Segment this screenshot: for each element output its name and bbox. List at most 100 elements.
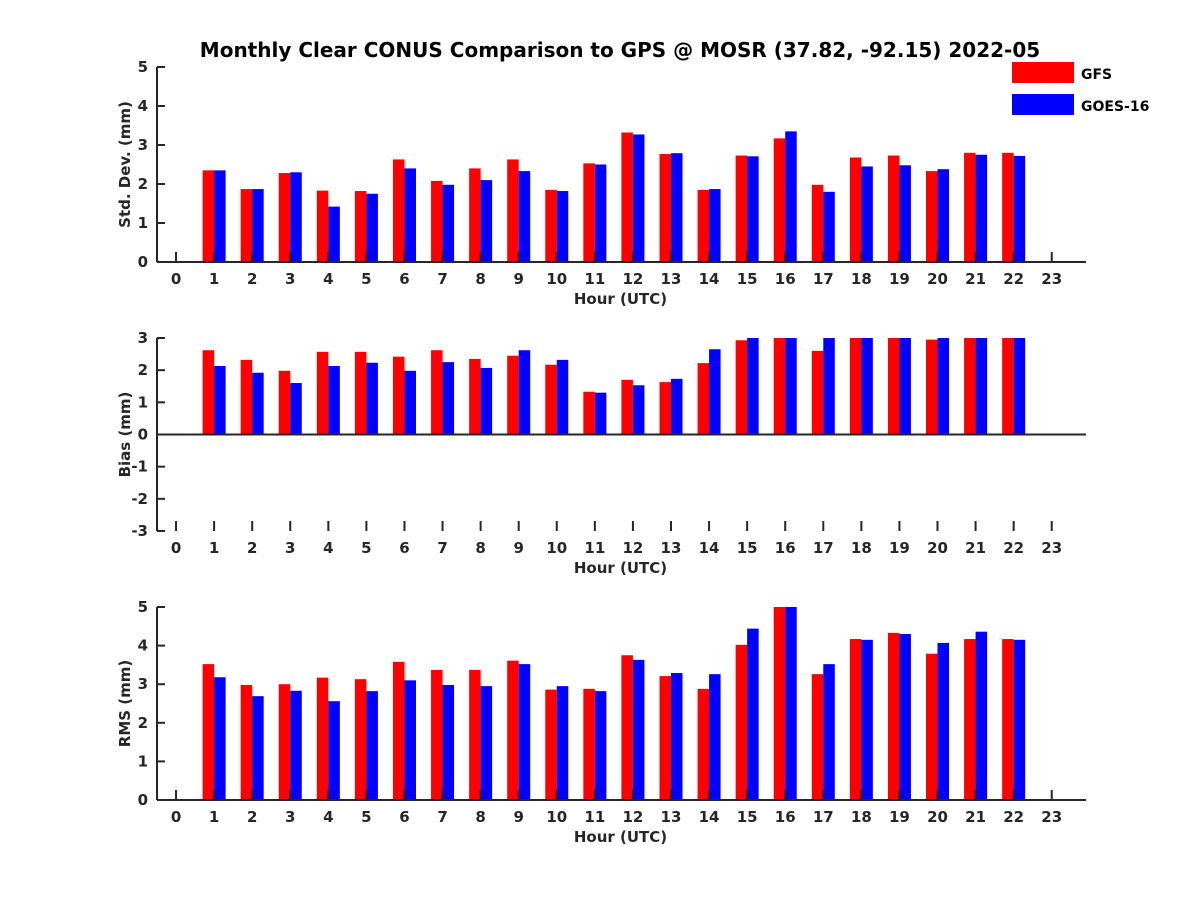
x-tick-label: 9: [513, 539, 523, 557]
bar-goes-16-hour-5: [366, 691, 378, 800]
x-tick-label: 23: [1041, 270, 1062, 288]
bar-goes-16-hour-2: [252, 372, 264, 435]
bar-gfs-hour-21: [964, 152, 976, 262]
y-tick-label: 2: [138, 361, 148, 379]
bar-goes-16-hour-12: [632, 385, 645, 435]
x-tick-label: 3: [285, 270, 295, 288]
x-axis-label: Hour (UTC): [574, 828, 667, 846]
bar-goes-16-hour-17: [823, 338, 835, 435]
bar-gfs-hour-3: [278, 684, 291, 800]
x-tick-label: 5: [361, 808, 371, 826]
y-tick-label: 2: [138, 175, 148, 193]
bar-goes-16-hour-6: [404, 680, 416, 800]
bar-gfs-hour-8: [469, 669, 481, 800]
x-tick-label: 6: [399, 270, 409, 288]
bar-gfs-hour-20: [926, 653, 938, 800]
bar-gfs-hour-13: [659, 676, 671, 800]
x-tick-label: 14: [699, 539, 720, 557]
bar-goes-16-hour-1: [214, 677, 226, 800]
bar-goes-16-hour-10: [556, 686, 569, 800]
bar-goes-16-hour-22: [1013, 639, 1026, 800]
x-tick-label: 16: [775, 539, 796, 557]
bar-goes-16-hour-17: [823, 191, 835, 262]
x-tick-label: 12: [622, 270, 643, 288]
x-tick-label: 18: [851, 808, 872, 826]
bar-gfs-hour-8: [469, 168, 481, 262]
x-tick-label: 11: [584, 270, 605, 288]
bar-goes-16-hour-4: [328, 701, 340, 800]
bar-gfs-hour-13: [659, 382, 671, 435]
bar-gfs-hour-19: [887, 632, 900, 800]
x-tick-label: 13: [661, 539, 682, 557]
bar-gfs-hour-4: [316, 190, 329, 262]
bar-goes-16-hour-13: [671, 153, 683, 262]
bar-gfs-hour-3: [278, 370, 291, 435]
bar-gfs-hour-1: [202, 170, 215, 262]
bar-gfs-hour-16: [773, 338, 786, 435]
bar-goes-16-hour-15: [747, 156, 759, 262]
bar-gfs-hour-12: [621, 655, 633, 800]
bar-goes-16-hour-5: [366, 193, 378, 262]
x-axis-label: Hour (UTC): [574, 290, 667, 308]
bar-goes-16-hour-11: [594, 164, 607, 262]
y-tick-label: 0: [138, 253, 148, 271]
x-tick-label: 4: [323, 539, 333, 557]
x-tick-label: 2: [247, 539, 257, 557]
y-tick-label: 4: [138, 637, 148, 655]
bar-goes-16-hour-15: [747, 628, 759, 800]
x-tick-label: 23: [1041, 539, 1062, 557]
x-tick-label: 13: [661, 808, 682, 826]
x-tick-label: 1: [209, 270, 219, 288]
bar-goes-16-hour-6: [404, 168, 416, 262]
bar-gfs-hour-22: [1002, 152, 1014, 262]
bar-gfs-hour-10: [545, 689, 557, 800]
x-tick-label: 19: [889, 808, 910, 826]
y-tick-label: 1: [138, 393, 148, 411]
bar-gfs-hour-15: [735, 644, 748, 800]
x-tick-label: 6: [399, 808, 409, 826]
bar-gfs-hour-17: [811, 350, 824, 435]
x-tick-label: 11: [584, 539, 605, 557]
y-axis-label: RMS (mm): [116, 660, 134, 747]
y-tick-label: -1: [131, 458, 148, 476]
x-tick-label: 22: [1003, 539, 1024, 557]
bar-gfs-hour-22: [1002, 639, 1014, 800]
bar-gfs-hour-14: [697, 363, 710, 435]
bar-gfs-hour-19: [887, 155, 900, 262]
x-tick-label: 1: [209, 539, 219, 557]
x-tick-label: 0: [171, 808, 181, 826]
bar-goes-16-hour-16: [785, 607, 797, 800]
bar-gfs-hour-21: [964, 639, 976, 800]
bar-gfs-hour-18: [849, 338, 862, 435]
bar-gfs-hour-7: [431, 350, 443, 435]
bar-gfs-hour-16: [773, 138, 786, 262]
x-axis-label: Hour (UTC): [574, 559, 667, 577]
bar-gfs-hour-19: [887, 338, 900, 435]
bar-gfs-hour-4: [316, 677, 329, 800]
bar-gfs-hour-13: [659, 153, 671, 262]
bar-goes-16-hour-12: [632, 659, 645, 800]
bar-goes-16-hour-19: [899, 338, 911, 435]
bar-gfs-hour-17: [811, 674, 824, 800]
bar-goes-16-hour-12: [632, 134, 645, 262]
x-tick-label: 20: [927, 808, 948, 826]
x-tick-label: 7: [437, 539, 447, 557]
bar-gfs-hour-6: [392, 159, 405, 262]
bar-goes-16-hour-22: [1013, 338, 1026, 435]
chart-title: Monthly Clear CONUS Comparison to GPS @ …: [200, 38, 1040, 62]
y-tick-label: 5: [138, 58, 148, 76]
x-tick-label: 19: [889, 539, 910, 557]
legend-swatch-gfs: [1012, 62, 1074, 83]
bar-goes-16-hour-9: [518, 171, 531, 262]
bar-goes-16-hour-18: [861, 338, 873, 435]
bar-goes-16-hour-14: [709, 674, 721, 800]
bar-gfs-hour-20: [926, 171, 938, 262]
bar-goes-16-hour-7: [442, 362, 455, 435]
bar-gfs-hour-3: [278, 173, 291, 262]
bar-gfs-hour-12: [621, 132, 633, 262]
bar-gfs-hour-11: [583, 391, 595, 435]
